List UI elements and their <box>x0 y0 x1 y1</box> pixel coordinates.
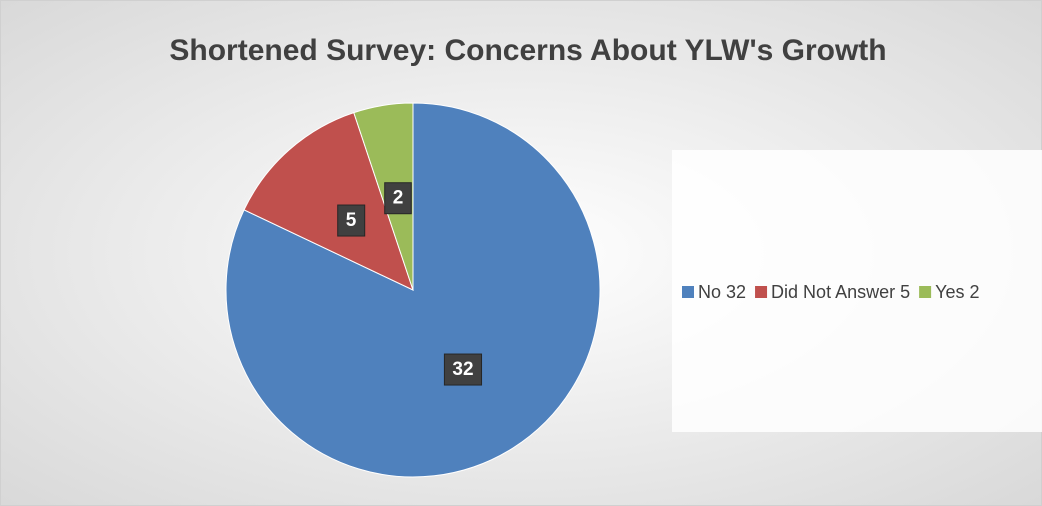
data-labels: 32 5 2 <box>337 182 483 386</box>
legend-label: No 32 <box>698 282 746 302</box>
pie-slice <box>353 102 414 291</box>
data-label-text: 5 <box>346 210 357 231</box>
chart-title: Shortened Survey: Concerns About YLW's G… <box>169 34 886 67</box>
legend-swatch <box>919 286 932 298</box>
legend-swatch <box>755 286 768 298</box>
data-label: 32 <box>443 353 483 386</box>
data-label-text: 32 <box>452 359 473 380</box>
legend-swatch <box>682 286 694 298</box>
data-label-text: 2 <box>393 188 404 209</box>
pie <box>225 102 601 478</box>
pie-slice <box>243 111 414 291</box>
data-label-box <box>443 353 483 386</box>
legend-label: Yes 2 <box>935 282 979 302</box>
legend-label: Did Not Answer 5 <box>771 282 910 302</box>
data-label: 2 <box>384 182 412 215</box>
data-label-box <box>384 182 412 215</box>
data-label-box <box>337 204 366 237</box>
legend-area <box>672 150 1042 432</box>
legend: No 32 Did Not Answer 5 Yes 2 <box>682 282 980 302</box>
data-label: 5 <box>337 204 366 237</box>
